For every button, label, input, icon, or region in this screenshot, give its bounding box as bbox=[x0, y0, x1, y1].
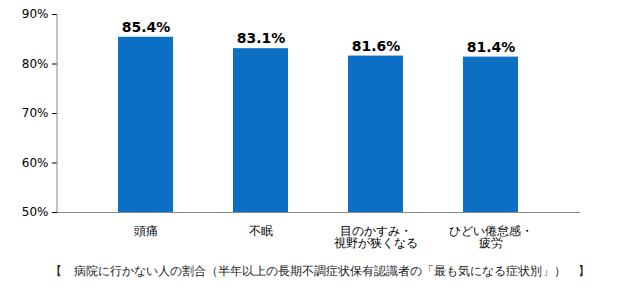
svg-text:81.4%: 81.4% bbox=[467, 39, 516, 55]
html-text:【 病院に行かない人の割合（半年以上の長期不調症状保有認識者: 【 病院に行かない人の割合（半年以上の長期不調症状保有認識者の「最も気になる症状… bbox=[50, 264, 590, 278]
svg-text:83.1%: 83.1% bbox=[237, 30, 286, 46]
svg-text:70%: 70% bbox=[22, 106, 49, 120]
svg-text:50%: 50% bbox=[22, 205, 49, 219]
svg-text:81.6%: 81.6% bbox=[352, 38, 401, 54]
svg-text:目のかすみ・視野が狭くなる: 目のかすみ・視野が狭くなる bbox=[334, 224, 418, 250]
svg-text:90%: 90% bbox=[22, 7, 49, 21]
svg-text:頭痛: 頭痛 bbox=[134, 224, 158, 238]
svg-text:不眠: 不眠 bbox=[249, 224, 273, 238]
svg-text:85.4%: 85.4% bbox=[122, 19, 171, 35]
svg-text:60%: 60% bbox=[22, 156, 49, 170]
svg-text:80%: 80% bbox=[22, 57, 49, 71]
svg-text:ひどい倦怠感・疲労: ひどい倦怠感・疲労 bbox=[449, 224, 533, 250]
